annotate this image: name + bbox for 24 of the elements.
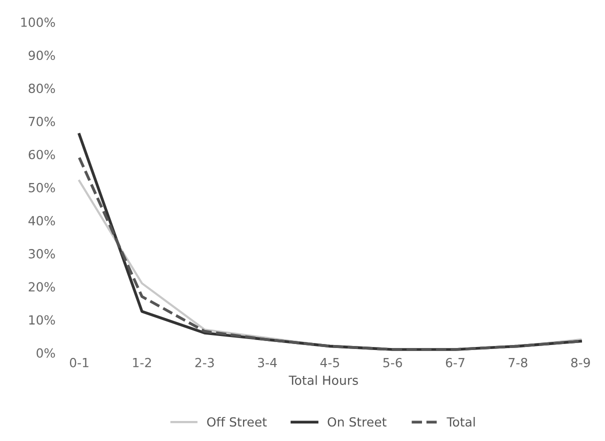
- y-tick-label: 60%: [28, 150, 55, 160]
- x-tick-label: 4-5: [320, 358, 340, 368]
- y-tick-label: 40%: [28, 216, 55, 226]
- y-tick-label: 90%: [28, 50, 55, 60]
- y-tick-label: 70%: [28, 116, 55, 126]
- x-tick-label: 5-6: [383, 358, 402, 368]
- y-tick-label: 50%: [28, 182, 55, 192]
- x-tick-label: 6-7: [446, 358, 464, 368]
- y-tick-label: 100%: [21, 18, 55, 27]
- x-tick-label: 3-4: [258, 358, 277, 368]
- x-tick-label: 2-3: [195, 358, 214, 368]
- y-tick-label: 0%: [36, 348, 55, 358]
- x-tick-label: 7-8: [508, 358, 528, 368]
- y-tick-label: 20%: [28, 282, 55, 292]
- legend-label: Total: [446, 416, 475, 427]
- legend-label: On Street: [328, 417, 386, 427]
- y-tick-label: 10%: [29, 315, 55, 325]
- x-axis-title: Total Hours: [288, 375, 358, 385]
- x-tick-label: 1-2: [133, 358, 151, 368]
- x-tick-label: 8-9: [571, 358, 590, 368]
- x-tick-label: 0-1: [70, 358, 88, 368]
- y-tick-label: 30%: [28, 249, 55, 258]
- legend-label: Off Street: [207, 416, 267, 427]
- y-tick-label: 80%: [28, 84, 55, 94]
